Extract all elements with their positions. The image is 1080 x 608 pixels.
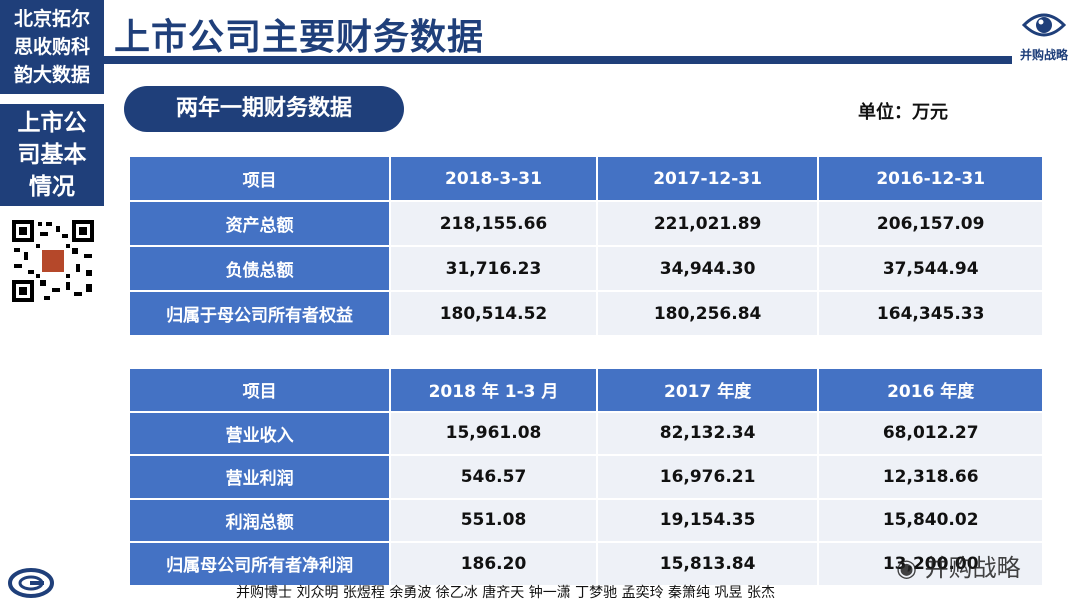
- wechat-icon: ◉: [896, 554, 917, 582]
- unit-label: 单位：万元: [858, 102, 948, 123]
- brand-logo: 并购战略: [1014, 8, 1074, 64]
- table-row: 负债总额 31,716.23 34,944.30 37,544.94: [130, 247, 1042, 290]
- section-line-1: 上市公: [17, 110, 87, 136]
- table-cell: 34,944.30: [597, 247, 818, 290]
- table-row: 营业收入 15,961.08 82,132.34 68,012.27: [130, 412, 1042, 454]
- company-title-block: 北京拓尔 思收购科 韵大数据: [0, 0, 104, 94]
- table-row: 资产总额 218,155.66 221,021.89 206,157.09: [130, 202, 1042, 245]
- column-header: 2017 年度: [597, 369, 818, 411]
- income-statement-table: 项目 2018 年 1-3 月 2017 年度 2016 年度 营业收入 15,…: [128, 367, 1044, 587]
- company-line-1: 北京拓尔: [13, 8, 90, 30]
- column-header: 2017-12-31: [597, 157, 818, 200]
- watermark: ◉ 并购战略: [896, 548, 1021, 583]
- table-cell: 68,012.27: [819, 412, 1042, 454]
- sidebar: 北京拓尔 思收购科 韵大数据 上市公 司基本 情况: [0, 0, 104, 608]
- table-cell: 218,155.66: [391, 202, 596, 245]
- row-label: 营业利润: [130, 456, 390, 498]
- table-cell: 164,345.33: [819, 292, 1042, 335]
- table-cell: 19,154.35: [597, 499, 818, 541]
- row-label: 负债总额: [130, 247, 390, 290]
- table-cell: 37,544.94: [819, 247, 1042, 290]
- table-row: 利润总额 551.08 19,154.35 15,840.02: [130, 499, 1042, 541]
- table-cell: 186.20: [391, 543, 596, 585]
- logo-label: 并购战略: [1019, 48, 1068, 62]
- table-cell: 180,256.84: [597, 292, 818, 335]
- column-header: 2016-12-31: [819, 157, 1042, 200]
- page-title: 上市公司主要财务数据: [114, 17, 485, 58]
- column-header: 2016 年度: [819, 369, 1042, 411]
- row-label: 利润总额: [130, 499, 390, 541]
- header-divider: [104, 56, 1012, 64]
- table-cell: 15,840.02: [819, 499, 1042, 541]
- author-credits: 并购博士 刘众明 张煜程 余勇波 徐乙冰 唐齐天 钟一潇 丁梦驰 孟奕玲 秦箫纯…: [236, 585, 775, 601]
- section-pill: 两年一期财务数据: [124, 86, 404, 132]
- company-line-3: 韵大数据: [13, 64, 90, 86]
- section-line-2: 司基本: [17, 142, 87, 168]
- table-cell: 551.08: [391, 499, 596, 541]
- qr-code-icon: [10, 218, 96, 304]
- table-header-row: 项目 2018 年 1-3 月 2017 年度 2016 年度: [130, 369, 1042, 411]
- column-header: 2018 年 1-3 月: [391, 369, 596, 411]
- column-header: 项目: [130, 369, 390, 411]
- table-cell: 546.57: [391, 456, 596, 498]
- table-row: 归属母公司所有者净利润 186.20 15,813.84 13,200.00: [130, 543, 1042, 585]
- table-cell: 206,157.09: [819, 202, 1042, 245]
- company-line-2: 思收购科: [13, 36, 90, 58]
- table-row: 归属于母公司所有者权益 180,514.52 180,256.84 164,34…: [130, 292, 1042, 335]
- table-row: 营业利润 546.57 16,976.21 12,318.66: [130, 456, 1042, 498]
- section-title-block: 上市公 司基本 情况: [0, 104, 104, 206]
- row-label: 归属母公司所有者净利润: [130, 543, 390, 585]
- table-cell: 13,200.00: [819, 543, 1042, 585]
- table-header-row: 项目 2018-3-31 2017-12-31 2016-12-31: [130, 157, 1042, 200]
- column-header: 2018-3-31: [391, 157, 596, 200]
- row-label: 归属于母公司所有者权益: [130, 292, 390, 335]
- table-cell: 221,021.89: [597, 202, 818, 245]
- section-line-3: 情况: [29, 174, 75, 200]
- table-cell: 16,976.21: [597, 456, 818, 498]
- balance-sheet-table: 项目 2018-3-31 2017-12-31 2016-12-31 资产总额 …: [128, 155, 1044, 337]
- column-header: 项目: [130, 157, 390, 200]
- table-cell: 15,961.08: [391, 412, 596, 454]
- table-cell: 12,318.66: [819, 456, 1042, 498]
- row-label: 资产总额: [130, 202, 390, 245]
- brand-swirl-icon: [8, 568, 54, 598]
- row-label: 营业收入: [130, 412, 390, 454]
- watermark-text: 并购战略: [924, 554, 1021, 582]
- table-cell: 82,132.34: [597, 412, 818, 454]
- eye-icon: [1021, 13, 1067, 37]
- table-cell: 31,716.23: [391, 247, 596, 290]
- table-cell: 180,514.52: [391, 292, 596, 335]
- table-cell: 15,813.84: [597, 543, 818, 585]
